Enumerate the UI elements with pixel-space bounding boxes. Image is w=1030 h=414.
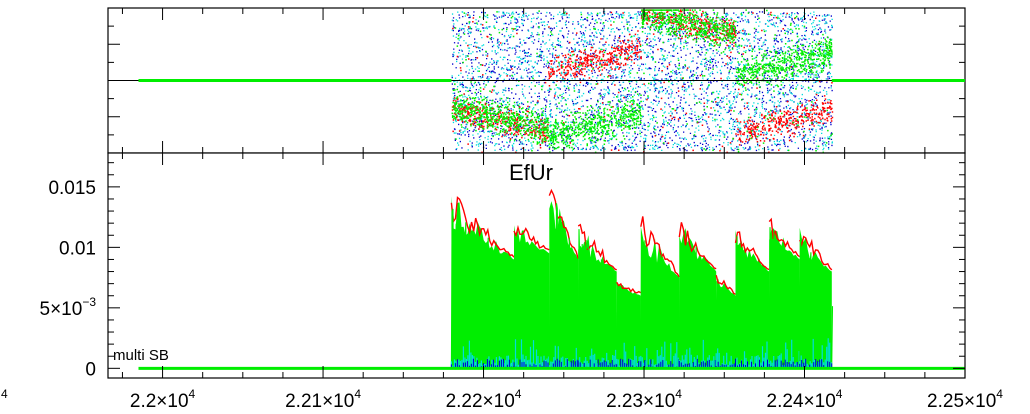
x-tick-label: 2.25×104 bbox=[927, 387, 1003, 412]
scatter-segment bbox=[735, 9, 834, 153]
y-tick-label: 0.015 bbox=[48, 178, 96, 199]
red-series-line bbox=[715, 275, 736, 295]
scatter-points bbox=[641, 9, 737, 152]
x-tick-labels: 4 2.2×104 2.21×104 2.22×104 2.23×104 2.24×104… bbox=[1, 387, 1003, 412]
x-tick-label: 2.2×104 bbox=[130, 387, 196, 412]
red-series-line bbox=[577, 223, 618, 271]
top-scatter-points bbox=[451, 9, 834, 153]
y-tick-label: 5×10−3 bbox=[40, 295, 97, 320]
green-series-line bbox=[577, 229, 618, 369]
x-tick-label: 4 bbox=[1, 387, 8, 401]
scatter-points bbox=[640, 11, 737, 152]
top-panel bbox=[107, 7, 966, 154]
top-axis-ticks bbox=[108, 7, 966, 154]
red-series-line bbox=[450, 196, 515, 258]
scatter-points bbox=[547, 12, 643, 153]
x-tick-label: 2.24×104 bbox=[767, 387, 843, 412]
red-series-line bbox=[616, 281, 642, 294]
red-series-line bbox=[548, 188, 579, 259]
scatter-segment bbox=[640, 9, 737, 153]
scatter-segment bbox=[451, 10, 550, 153]
x-tick-label: 2.23×104 bbox=[606, 387, 682, 412]
scatter-points bbox=[736, 11, 834, 153]
y-tick-label: 0 bbox=[85, 359, 96, 380]
scatter-points bbox=[451, 14, 549, 153]
bottom-panel: 0.015 0.01 5×10−3 0 4 2.2×104 2.21×104 2.22×10… bbox=[1, 152, 1003, 412]
bottom-axis-ticks bbox=[108, 153, 966, 378]
y-tick-label: 0.01 bbox=[59, 238, 96, 259]
red-series-line bbox=[513, 224, 550, 251]
scatter-points bbox=[641, 11, 737, 151]
x-tick-label: 2.22×104 bbox=[446, 387, 522, 412]
green-series-line bbox=[799, 234, 834, 369]
red-series-line bbox=[640, 216, 680, 278]
green-series-line bbox=[548, 203, 580, 369]
scatter-points bbox=[547, 11, 643, 152]
scatter-segment bbox=[547, 11, 643, 153]
y-tick-labels: 0.015 0.01 5×10−3 0 bbox=[40, 178, 97, 380]
chart-title: EfUr bbox=[509, 160, 553, 185]
scatter-points bbox=[548, 11, 642, 152]
red-series-line bbox=[678, 222, 717, 270]
red-series-line bbox=[734, 231, 770, 271]
multi-sb-annotation: multi SB bbox=[113, 347, 169, 364]
x-tick-label: 2.21×104 bbox=[285, 387, 361, 412]
red-series-line bbox=[799, 235, 833, 271]
scatter-points bbox=[451, 11, 549, 152]
